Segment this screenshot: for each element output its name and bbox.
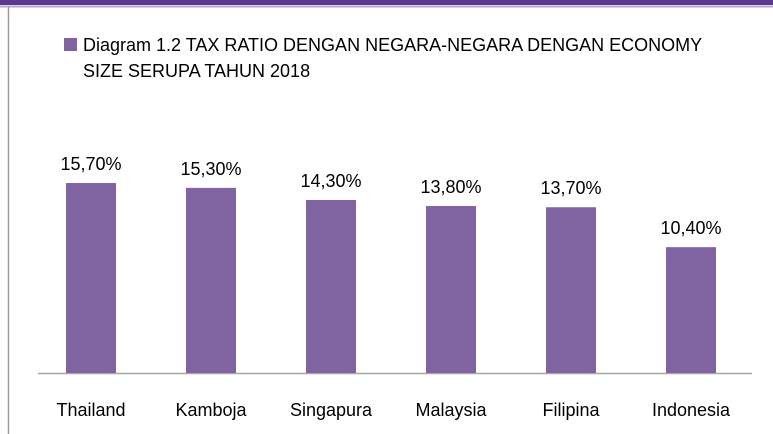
bar: [186, 187, 236, 373]
bar: [666, 247, 716, 373]
data-label: 14,30%: [300, 171, 361, 191]
bar: [66, 183, 116, 373]
x-tick-label: Filipina: [542, 400, 600, 420]
legend-swatch: [64, 38, 77, 51]
bar: [426, 206, 476, 373]
bar: [306, 199, 356, 373]
bar: [546, 207, 596, 373]
data-label: 15,70%: [60, 154, 121, 174]
x-tick-label: Indonesia: [652, 400, 731, 420]
x-tick-label: Thailand: [56, 400, 125, 420]
x-tick-label: Singapura: [290, 400, 373, 420]
data-label: 15,30%: [180, 159, 241, 179]
data-label: 13,80%: [420, 177, 481, 197]
legend-label: Diagram 1.2 TAX RATIO DENGAN NEGARA-NEGA…: [83, 35, 702, 81]
x-tick-label: Malaysia: [415, 400, 487, 420]
data-label: 13,70%: [540, 178, 601, 198]
top-border: [0, 0, 773, 5]
x-tick-label: Kamboja: [175, 400, 247, 420]
data-label: 10,40%: [660, 218, 721, 238]
legend: Diagram 1.2 TAX RATIO DENGAN NEGARA-NEGA…: [64, 32, 744, 84]
